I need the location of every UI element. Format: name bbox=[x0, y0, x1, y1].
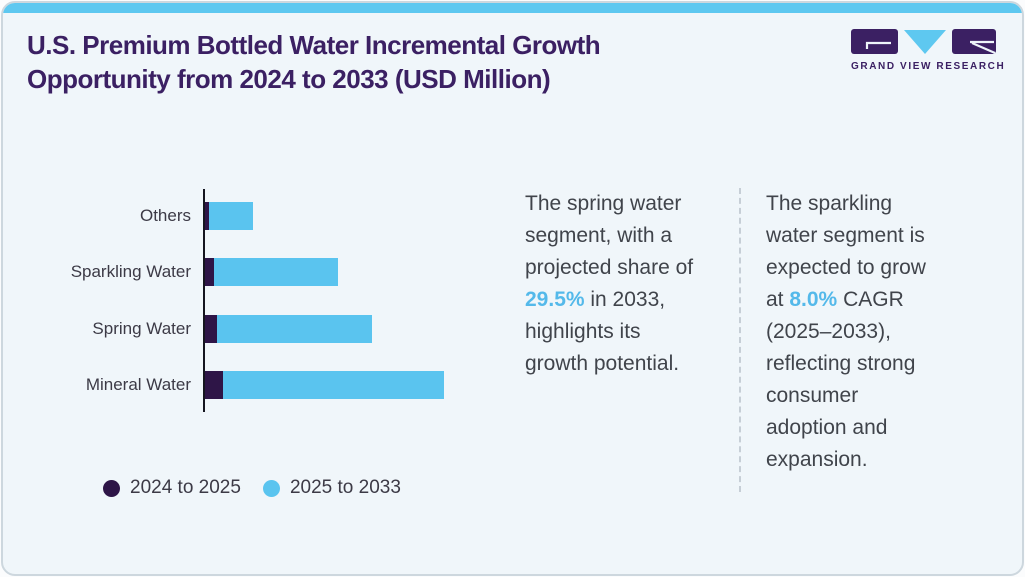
logo-r-glyph-leg bbox=[971, 41, 996, 55]
callout-divider bbox=[739, 188, 741, 492]
bar-segment-2024-to-2025 bbox=[205, 202, 210, 230]
chart-title: U.S. Premium Bottled Water Incremental G… bbox=[27, 30, 601, 94]
category-label: Others bbox=[139, 206, 191, 225]
bar-segment-2024-to-2025 bbox=[205, 315, 217, 343]
callout-line: The spring water bbox=[525, 188, 735, 220]
callout-line: (2025–2033), bbox=[766, 316, 966, 348]
legend-item: 2024 to 2025 bbox=[103, 477, 241, 499]
axis-line bbox=[203, 189, 205, 412]
bar-segment-2025-to-2033 bbox=[222, 371, 444, 399]
callout-line: reflecting strong bbox=[766, 348, 966, 380]
callout-line: adoption and bbox=[766, 412, 966, 444]
callout-text: consumer bbox=[766, 384, 859, 407]
top-accent-strip bbox=[3, 3, 1022, 13]
callout-line: projected share of bbox=[525, 252, 735, 284]
callout-text: growth potential. bbox=[525, 352, 680, 375]
callout-line: consumer bbox=[766, 380, 966, 412]
gvr-logo: GRAND VIEW RESEARCH bbox=[851, 29, 1006, 72]
callout-text: expected to grow bbox=[766, 256, 926, 279]
callout-text: water segment is bbox=[766, 224, 925, 247]
callout-text: in 2033, bbox=[584, 288, 666, 311]
callout-spring-water: The spring water segment, with a projected… bbox=[525, 188, 735, 380]
bar-segment-2025-to-2033 bbox=[209, 202, 254, 230]
legend-swatch-icon bbox=[262, 479, 280, 497]
bar-segment-2024-to-2025 bbox=[205, 371, 223, 399]
callout-text: CAGR bbox=[837, 288, 904, 311]
callout-text: The spring water bbox=[525, 192, 682, 215]
callout-line: The sparkling bbox=[766, 188, 966, 220]
gvr-logo-brand-text: GRAND VIEW RESEARCH bbox=[851, 61, 1006, 72]
callout-text: projected share of bbox=[525, 256, 694, 279]
callout-text: highlights its bbox=[525, 320, 641, 343]
chart-row-bar bbox=[205, 371, 444, 399]
logo-g-glyph bbox=[865, 41, 891, 49]
chart-row-bar bbox=[205, 315, 372, 343]
logo-g-block bbox=[851, 29, 898, 54]
bar-segment-2024-to-2025 bbox=[205, 258, 215, 286]
callout-line: segment, with a bbox=[525, 220, 735, 252]
callout-line: at 8.0% CAGR bbox=[766, 284, 966, 316]
callout-text: reflecting strong bbox=[766, 352, 916, 375]
legend-item: 2025 to 2033 bbox=[262, 477, 401, 499]
chart-row-bar bbox=[205, 258, 339, 286]
callout-text: segment, with a bbox=[525, 224, 673, 247]
callout-line: expected to grow bbox=[766, 252, 966, 284]
callout-text: at bbox=[766, 288, 790, 311]
legend-label: 2025 to 2033 bbox=[289, 477, 401, 498]
callout-line: highlights its bbox=[525, 316, 735, 348]
legend: 2024 to 2025 2025 to 2033 bbox=[103, 477, 401, 499]
callout-line: growth potential. bbox=[525, 348, 735, 380]
callout-line: 29.5% in 2033, bbox=[525, 284, 735, 316]
accent-value: 29.5% bbox=[525, 288, 585, 311]
callout-text: The sparkling bbox=[766, 192, 893, 215]
callout-text: (2025–2033), bbox=[766, 320, 891, 343]
bar-segment-2025-to-2033 bbox=[216, 315, 372, 343]
logo-v-triangle bbox=[904, 30, 946, 54]
category-label: Sparkling Water bbox=[70, 262, 191, 281]
callout-text: adoption and bbox=[766, 416, 888, 439]
legend-swatch-icon bbox=[103, 479, 120, 497]
chart-row-bar bbox=[205, 202, 254, 230]
category-label: Mineral Water bbox=[85, 375, 191, 394]
callout-line: expansion. bbox=[766, 444, 966, 476]
callout-line: water segment is bbox=[766, 220, 966, 252]
gvr-logo-mark-icon bbox=[851, 29, 996, 55]
bar-segment-2025-to-2033 bbox=[214, 258, 339, 286]
callout-sparkling-water: The sparkling water segment is expected to… bbox=[766, 188, 966, 476]
legend-label: 2024 to 2025 bbox=[130, 477, 241, 498]
category-label: Spring Water bbox=[92, 319, 191, 338]
callout-text: expansion. bbox=[766, 448, 868, 471]
accent-value: 8.0% bbox=[789, 288, 838, 311]
